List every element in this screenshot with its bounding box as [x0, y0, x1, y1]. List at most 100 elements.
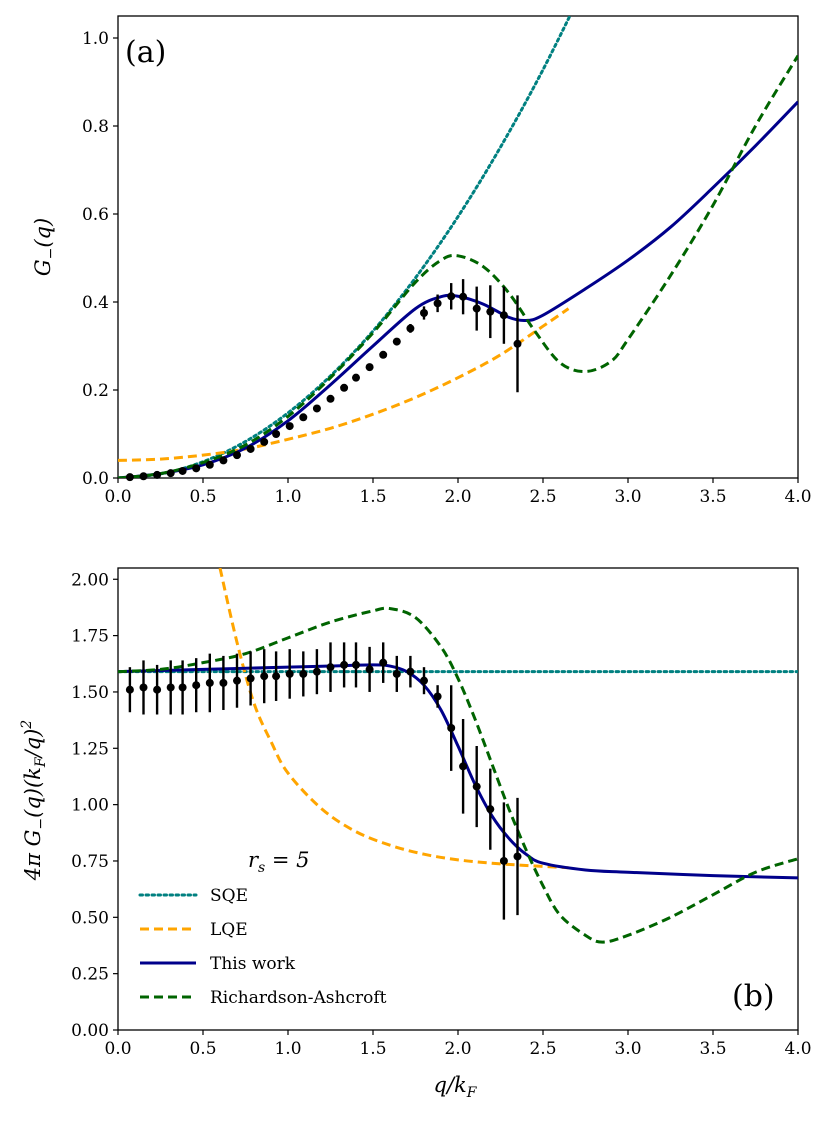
- panel-b-data-point: [406, 667, 415, 676]
- panel-a-data-point: [472, 304, 481, 313]
- panel-b-x-tick-label: 4.0: [784, 1039, 811, 1059]
- panel-a-data-point: [166, 469, 175, 478]
- panel-a-x-tick-label: 2.0: [444, 487, 471, 507]
- panel-a-data-point: [459, 292, 468, 301]
- panel-a-y-axis-label: G−(q): [31, 218, 59, 276]
- panel-b-data-point: [192, 681, 201, 690]
- panel-a-x-tick-label: 4.0: [784, 487, 811, 507]
- panel-b-data-point: [459, 762, 468, 771]
- panel-b-series-this-work: [118, 663, 798, 880]
- panel-a-data-point: [365, 363, 374, 372]
- panel-b-data-point: [153, 685, 162, 694]
- panel-b-data-point: [340, 660, 349, 669]
- panel-a-data-point: [312, 404, 321, 413]
- panel-a-data-point: [205, 460, 214, 469]
- panel-b-data-point: [178, 683, 187, 692]
- panel-a-x-tick-label: 1.0: [274, 487, 301, 507]
- panel-a-y-tick-label: 0.4: [82, 293, 109, 313]
- panel-b-data-point: [205, 678, 214, 687]
- panel-b-y-tick-label: 1.50: [71, 683, 109, 703]
- panel-a-series-this-work: [118, 100, 798, 478]
- panel-a-y-tick-label: 0.6: [82, 205, 109, 225]
- panel-a-y-tick-label: 0.0: [82, 469, 109, 489]
- panel-a-y-ticks: 0.0 0.2 0.4 0.6 0.8 1.0: [82, 29, 118, 489]
- panel-b-data-point: [312, 667, 321, 676]
- panel-a-series-richardson-ashcroft: [118, 54, 798, 478]
- legend-annotation-rs: rs = 5: [248, 848, 310, 876]
- panel-a-y-tick-label: 0.2: [82, 381, 109, 401]
- panel-b-data-point: [246, 674, 255, 683]
- panel-b-data-point: [472, 782, 481, 791]
- panel-b-x-tick-label: 1.0: [274, 1039, 301, 1059]
- panel-a-data-point: [352, 373, 360, 382]
- panel-b-data-point: [447, 724, 456, 733]
- panel-b-x-tick-label: 2.0: [444, 1039, 471, 1059]
- panel-b-x-tick-label: 1.5: [359, 1039, 386, 1059]
- panel-b-y-tick-label: 0.25: [71, 965, 109, 985]
- panel-b-data-point: [125, 685, 134, 694]
- panel-a-x-tick-label: 2.5: [529, 487, 556, 507]
- panel-a-series-sqe: [118, 16, 572, 478]
- panel-a-frame: [117, 15, 799, 479]
- panel-a-data-point: [392, 337, 401, 346]
- panel-a-data-point: [139, 472, 148, 481]
- x-axis-label: q/kF: [434, 1073, 478, 1101]
- legend-items: SQE LQE This work Richardson-Ashcroft: [138, 886, 387, 1008]
- panel-a-data-point: [499, 311, 508, 320]
- legend-label-lqe: LQE: [210, 920, 248, 940]
- panel-b-data-point: [166, 683, 175, 692]
- panel-b-x-tick-label: 3.0: [614, 1039, 641, 1059]
- legend: rs = 5 SQE LQE This work Richardson-Ashcrof…: [138, 848, 387, 1008]
- panel-a-data-point: [299, 413, 308, 422]
- panel-a-data-point: [246, 444, 255, 453]
- panel-b-plot-area: [118, 568, 798, 944]
- panel-a-data-point: [406, 324, 415, 333]
- panel-b: 0.0 0.5 1.0 1.5 2.0 2.5 3.0 3.5 4.0 0.00 0.25 0.5 0…: [19, 567, 812, 1101]
- panel-b-y-tick-label: 2.00: [71, 570, 109, 590]
- panel-a-data-points: [125, 279, 522, 482]
- panel-a-x-tick-label: 0.5: [189, 487, 216, 507]
- panel-b-y-axis-label: 4π G−(q)(kF/q)2: [19, 720, 49, 882]
- panel-b-y-tick-label: 1.75: [71, 627, 109, 647]
- panel-b-data-point: [233, 676, 241, 685]
- panel-a-x-tick-label: 1.5: [359, 487, 386, 507]
- panel-a: 0.0 0.5 1.0 1.5 2.0 2.5 3.0 3.5 4.0 0.0 0.2 0.4 0.6…: [31, 15, 812, 507]
- panel-b-x-tick-label: 0.5: [189, 1039, 216, 1059]
- panel-b-data-point: [499, 856, 508, 865]
- panel-a-data-point: [178, 466, 187, 475]
- panel-b-data-point: [365, 665, 374, 674]
- panel-b-series-lqe: [218, 568, 569, 870]
- panel-b-data-point: [433, 692, 442, 701]
- panel-a-label: (a): [125, 35, 166, 70]
- panel-a-data-point: [513, 339, 522, 348]
- legend-label-sqe: SQE: [210, 886, 248, 906]
- panel-b-data-point: [486, 805, 495, 814]
- panel-a-data-point: [379, 350, 388, 359]
- panel-a-x-tick-label: 0.0: [104, 487, 131, 507]
- panel-b-data-point: [272, 672, 281, 681]
- panel-b-data-point: [219, 678, 228, 687]
- panel-a-y-tick-label: 0.8: [82, 117, 109, 137]
- panel-b-x-tick-label: 0.0: [104, 1039, 131, 1059]
- panel-a-data-point: [285, 422, 294, 431]
- panel-b-y-ticks: 0.00 0.25 0.50 0.75 1.00 1.25 1.50 1.75 2.00: [71, 570, 118, 1041]
- panel-a-data-point: [219, 456, 228, 465]
- panel-a-x-ticks: 0.0 0.5 1.0 1.5 2.0 2.5 3.0 3.5 4.0: [104, 478, 812, 507]
- panel-a-data-point: [233, 451, 241, 460]
- panel-a-data-point: [420, 309, 428, 317]
- panel-b-label: (b): [732, 979, 775, 1014]
- panel-a-data-point: [260, 437, 269, 446]
- panel-b-data-point: [352, 660, 360, 669]
- panel-b-y-tick-label: 0.00: [71, 1021, 109, 1041]
- panel-b-data-point: [420, 676, 428, 685]
- panel-a-data-point: [433, 299, 442, 308]
- legend-label-this-work: This work: [210, 954, 296, 974]
- panel-a-data-point: [192, 464, 201, 473]
- panel-a-data-point: [272, 430, 281, 438]
- panel-b-x-ticks: 0.0 0.5 1.0 1.5 2.0 2.5 3.0 3.5 4.0: [104, 1030, 812, 1059]
- panel-a-data-point: [153, 470, 162, 479]
- panel-b-x-tick-label: 3.5: [699, 1039, 726, 1059]
- panel-a-x-tick-label: 3.5: [699, 487, 726, 507]
- panel-b-x-tick-label: 2.5: [529, 1039, 556, 1059]
- panel-a-y-tick-label: 1.0: [82, 29, 109, 49]
